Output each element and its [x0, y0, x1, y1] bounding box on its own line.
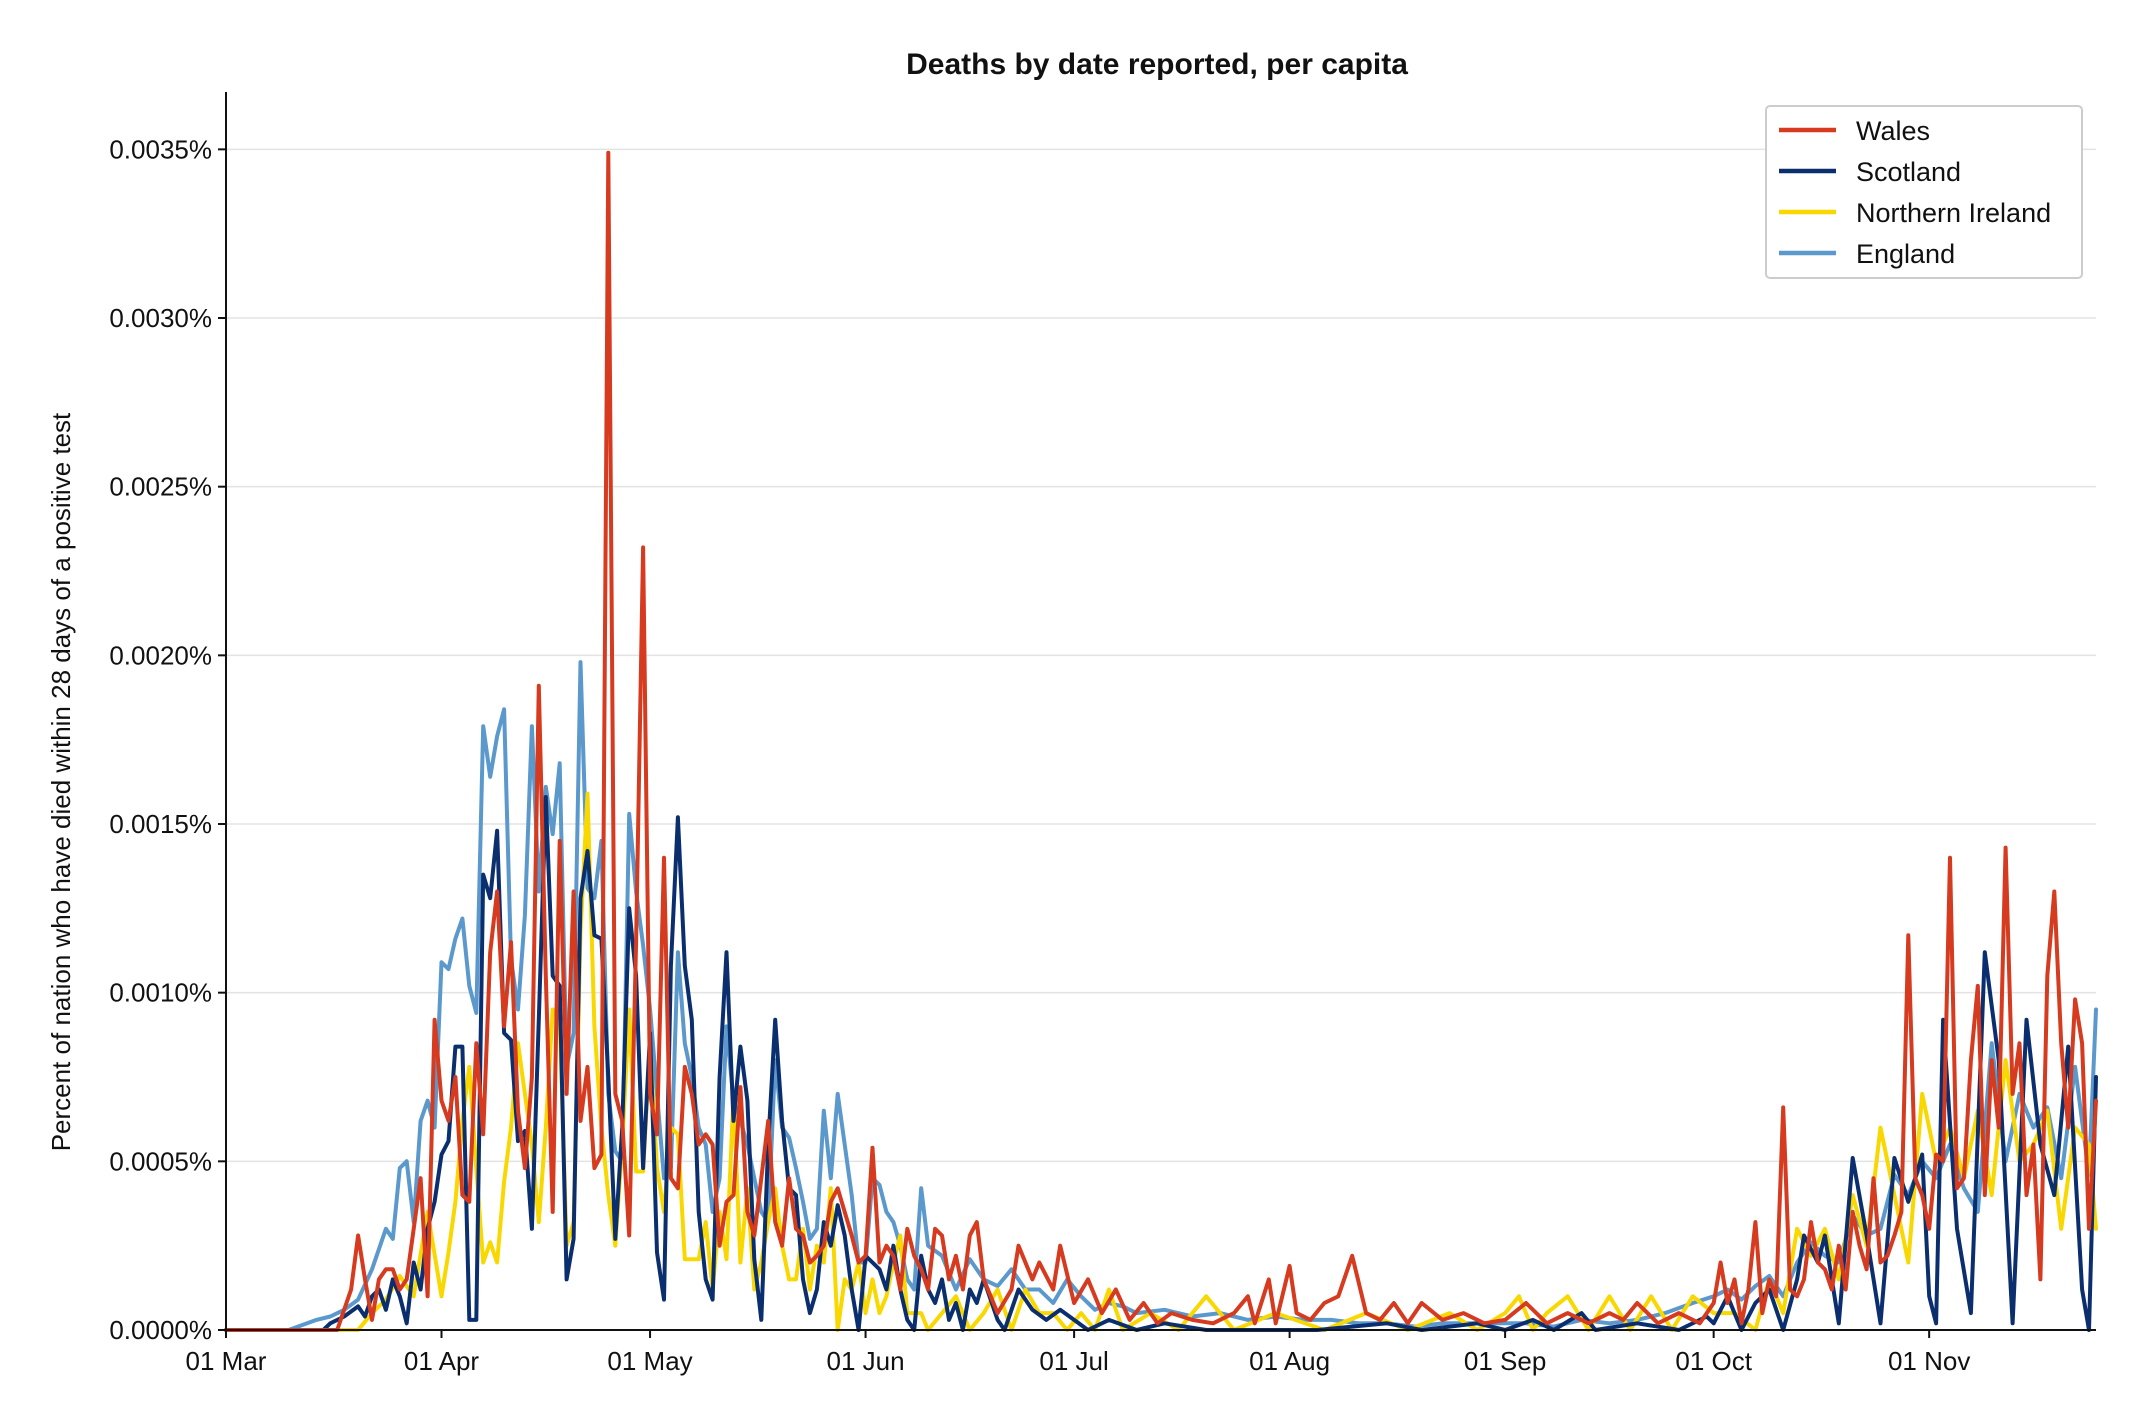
legend-box — [1765, 105, 2083, 279]
x-tick-label: 01 Mar — [186, 1346, 267, 1376]
series-line-england — [224, 660, 2098, 1332]
x-axis-ticks: 01 Mar 01 Apr 01 May 01 Jun 01 Jul 01 Aug 01 S… — [186, 1330, 1970, 1376]
x-tick-label: 01 Sep — [1464, 1346, 1546, 1376]
x-tick-label: 01 May — [607, 1346, 692, 1376]
x-tick-label: 01 Jun — [827, 1346, 905, 1376]
x-tick-label: 01 Jul — [1039, 1346, 1108, 1376]
y-tick-label: 0.0030% — [109, 303, 212, 333]
legend-label-northern-ireland: Northern Ireland — [1856, 198, 2051, 228]
y-tick-label: 0.0005% — [109, 1146, 212, 1176]
x-tick-label: 01 Nov — [1888, 1346, 1970, 1376]
x-tick-label: 01 Oct — [1675, 1346, 1752, 1376]
legend-label-scotland: Scotland — [1856, 157, 1961, 187]
axes — [225, 92, 2096, 1331]
y-tick-label: 0.0035% — [109, 134, 212, 164]
legend-label-england: England — [1856, 239, 1955, 269]
series-line-scotland — [224, 795, 2098, 1332]
y-tick-label: 0.0000% — [109, 1315, 212, 1345]
x-tick-label: 01 Apr — [404, 1346, 480, 1376]
y-tick-label: 0.0020% — [109, 640, 212, 670]
y-axis-ticks: 0.0000% 0.0005% 0.0010% 0.0015% 0.0020% 0.002… — [109, 134, 226, 1345]
y-tick-label: 0.0010% — [109, 978, 212, 1008]
legend-items: Wales Scotland Northern Ireland England — [1779, 116, 2051, 269]
y-axis-label: Percent of nation who have died within 2… — [46, 412, 76, 1151]
x-tick-label: 01 Aug — [1249, 1346, 1330, 1376]
chart-title: Deaths by date reported, per capita — [906, 48, 1408, 81]
y-tick-label: 0.0015% — [109, 809, 212, 839]
legend-label-wales: Wales — [1856, 116, 1930, 146]
y-tick-label: 0.0025% — [109, 472, 212, 502]
series-lines — [224, 150, 2098, 1332]
legend: Wales Scotland Northern Ireland England — [1765, 105, 2083, 279]
series-line-wales — [224, 150, 2098, 1332]
